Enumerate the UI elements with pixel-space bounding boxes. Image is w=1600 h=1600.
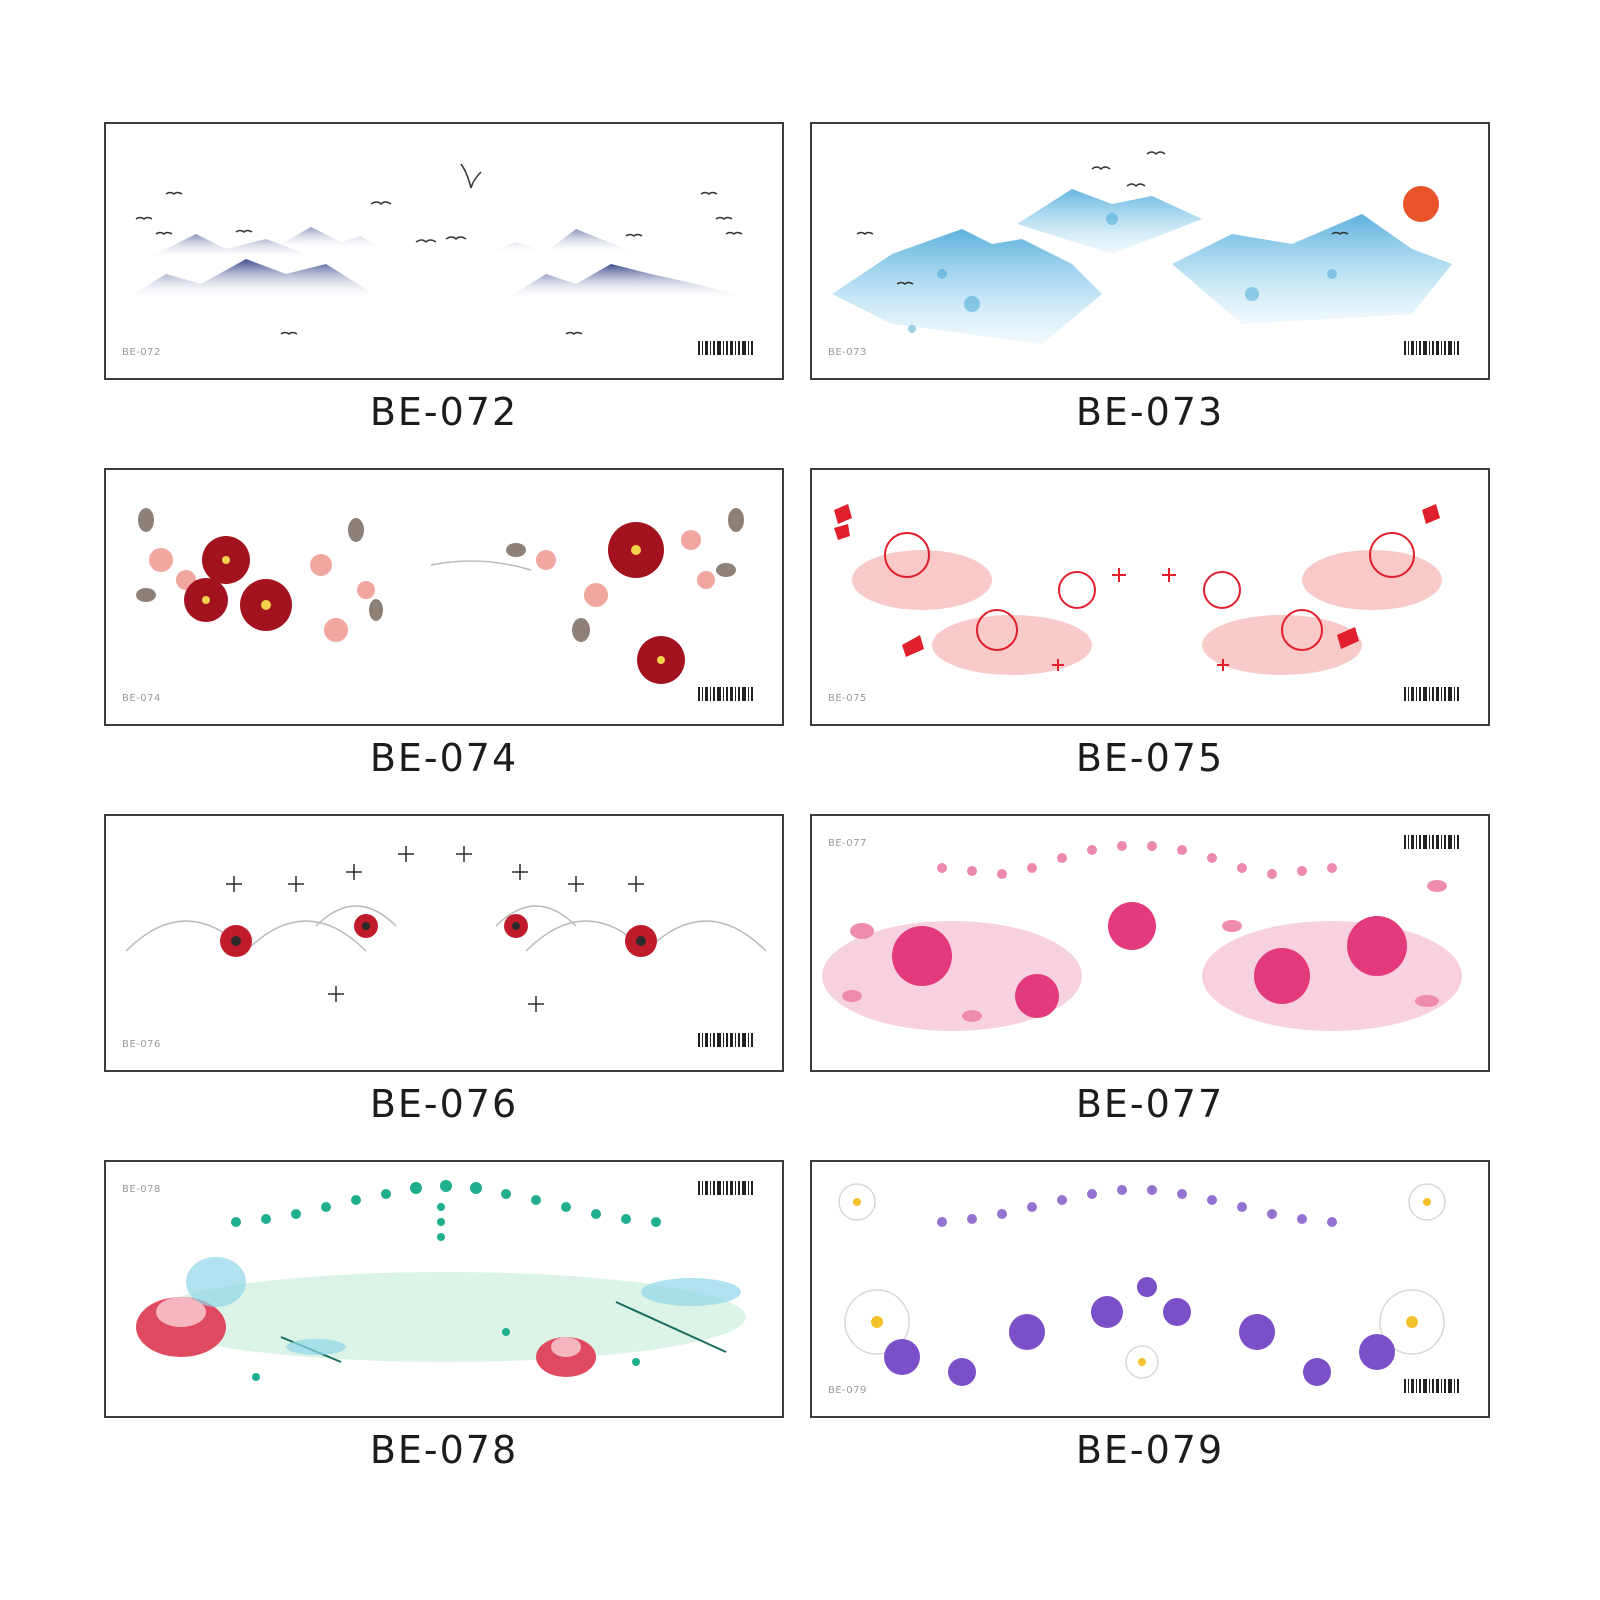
- small-code-label: BE-075: [828, 693, 867, 704]
- ink-mountains-illustration: [126, 163, 746, 335]
- product-code-caption: BE-079: [1075, 1428, 1225, 1472]
- small-code-label: BE-074: [122, 693, 161, 704]
- barcode-icon: [1402, 834, 1460, 850]
- product-code-caption: BE-078: [369, 1428, 519, 1472]
- barcode-icon: [1402, 1378, 1460, 1394]
- tattoo-card-be-078[interactable]: BE-078: [104, 1160, 784, 1418]
- product-code-caption: BE-073: [1075, 390, 1225, 434]
- barcode-icon: [1402, 686, 1460, 702]
- tattoo-card-be-075[interactable]: BE-075: [810, 468, 1490, 726]
- tattoo-card-be-076[interactable]: BE-076: [104, 814, 784, 1072]
- tattoo-card-be-074[interactable]: BE-074: [104, 468, 784, 726]
- barcode-icon: [696, 1180, 754, 1196]
- barcode-icon: [696, 1032, 754, 1048]
- product-code-caption: BE-076: [369, 1082, 519, 1126]
- tattoo-card-be-079[interactable]: BE-079: [810, 1160, 1490, 1418]
- red-blossoms-illustration: [136, 508, 744, 684]
- spider-lily-butterflies-illustration: [834, 504, 1442, 675]
- small-code-label: BE-072: [122, 347, 161, 358]
- barcode-icon: [1402, 340, 1460, 356]
- product-code-caption: BE-077: [1075, 1082, 1225, 1126]
- product-code-caption: BE-075: [1075, 736, 1225, 780]
- small-code-label: BE-079: [828, 1385, 867, 1396]
- product-code-caption: BE-072: [369, 390, 519, 434]
- tattoo-card-be-077[interactable]: BE-077: [810, 814, 1490, 1072]
- purple-cosmos-illustration: [838, 1183, 1446, 1386]
- small-code-label: BE-077: [828, 838, 867, 849]
- tattoo-card-be-073[interactable]: BE-073: [810, 122, 1490, 380]
- small-code-label: BE-078: [122, 1184, 161, 1195]
- tattoo-card-be-072[interactable]: BE-072: [104, 122, 784, 380]
- barcode-icon: [696, 340, 754, 356]
- lotus-dragonfly-illustration: [136, 1180, 746, 1381]
- small-code-label: BE-076: [122, 1039, 161, 1050]
- pink-blossoms-illustration: [822, 841, 1462, 1031]
- barcode-icon: [696, 686, 754, 702]
- small-code-label: BE-073: [828, 347, 867, 358]
- spider-lily-sparkles-illustration: [125, 846, 767, 1012]
- product-code-caption: BE-074: [369, 736, 519, 780]
- blue-mountains-illustration: [832, 151, 1452, 344]
